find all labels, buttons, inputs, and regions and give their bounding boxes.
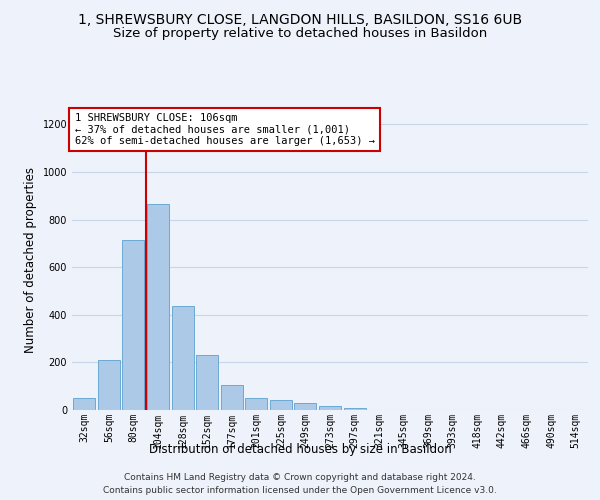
Text: Size of property relative to detached houses in Basildon: Size of property relative to detached ho…: [113, 28, 487, 40]
Bar: [270, 400, 292, 410]
Text: 1 SHREWSBURY CLOSE: 106sqm
← 37% of detached houses are smaller (1,001)
62% of s: 1 SHREWSBURY CLOSE: 106sqm ← 37% of deta…: [74, 113, 374, 146]
Bar: [295, 403, 316, 410]
Y-axis label: Number of detached properties: Number of detached properties: [24, 167, 37, 353]
Text: 1, SHREWSBURY CLOSE, LANGDON HILLS, BASILDON, SS16 6UB: 1, SHREWSBURY CLOSE, LANGDON HILLS, BASI…: [78, 12, 522, 26]
Text: Distribution of detached houses by size in Basildon: Distribution of detached houses by size …: [149, 442, 451, 456]
Bar: [172, 306, 194, 410]
Bar: [147, 204, 169, 410]
Bar: [73, 398, 95, 410]
Text: Contains HM Land Registry data © Crown copyright and database right 2024.
Contai: Contains HM Land Registry data © Crown c…: [103, 474, 497, 495]
Bar: [221, 385, 243, 410]
Bar: [344, 408, 365, 410]
Bar: [122, 240, 145, 410]
Bar: [98, 360, 120, 410]
Bar: [245, 398, 268, 410]
Bar: [196, 355, 218, 410]
Bar: [319, 406, 341, 410]
